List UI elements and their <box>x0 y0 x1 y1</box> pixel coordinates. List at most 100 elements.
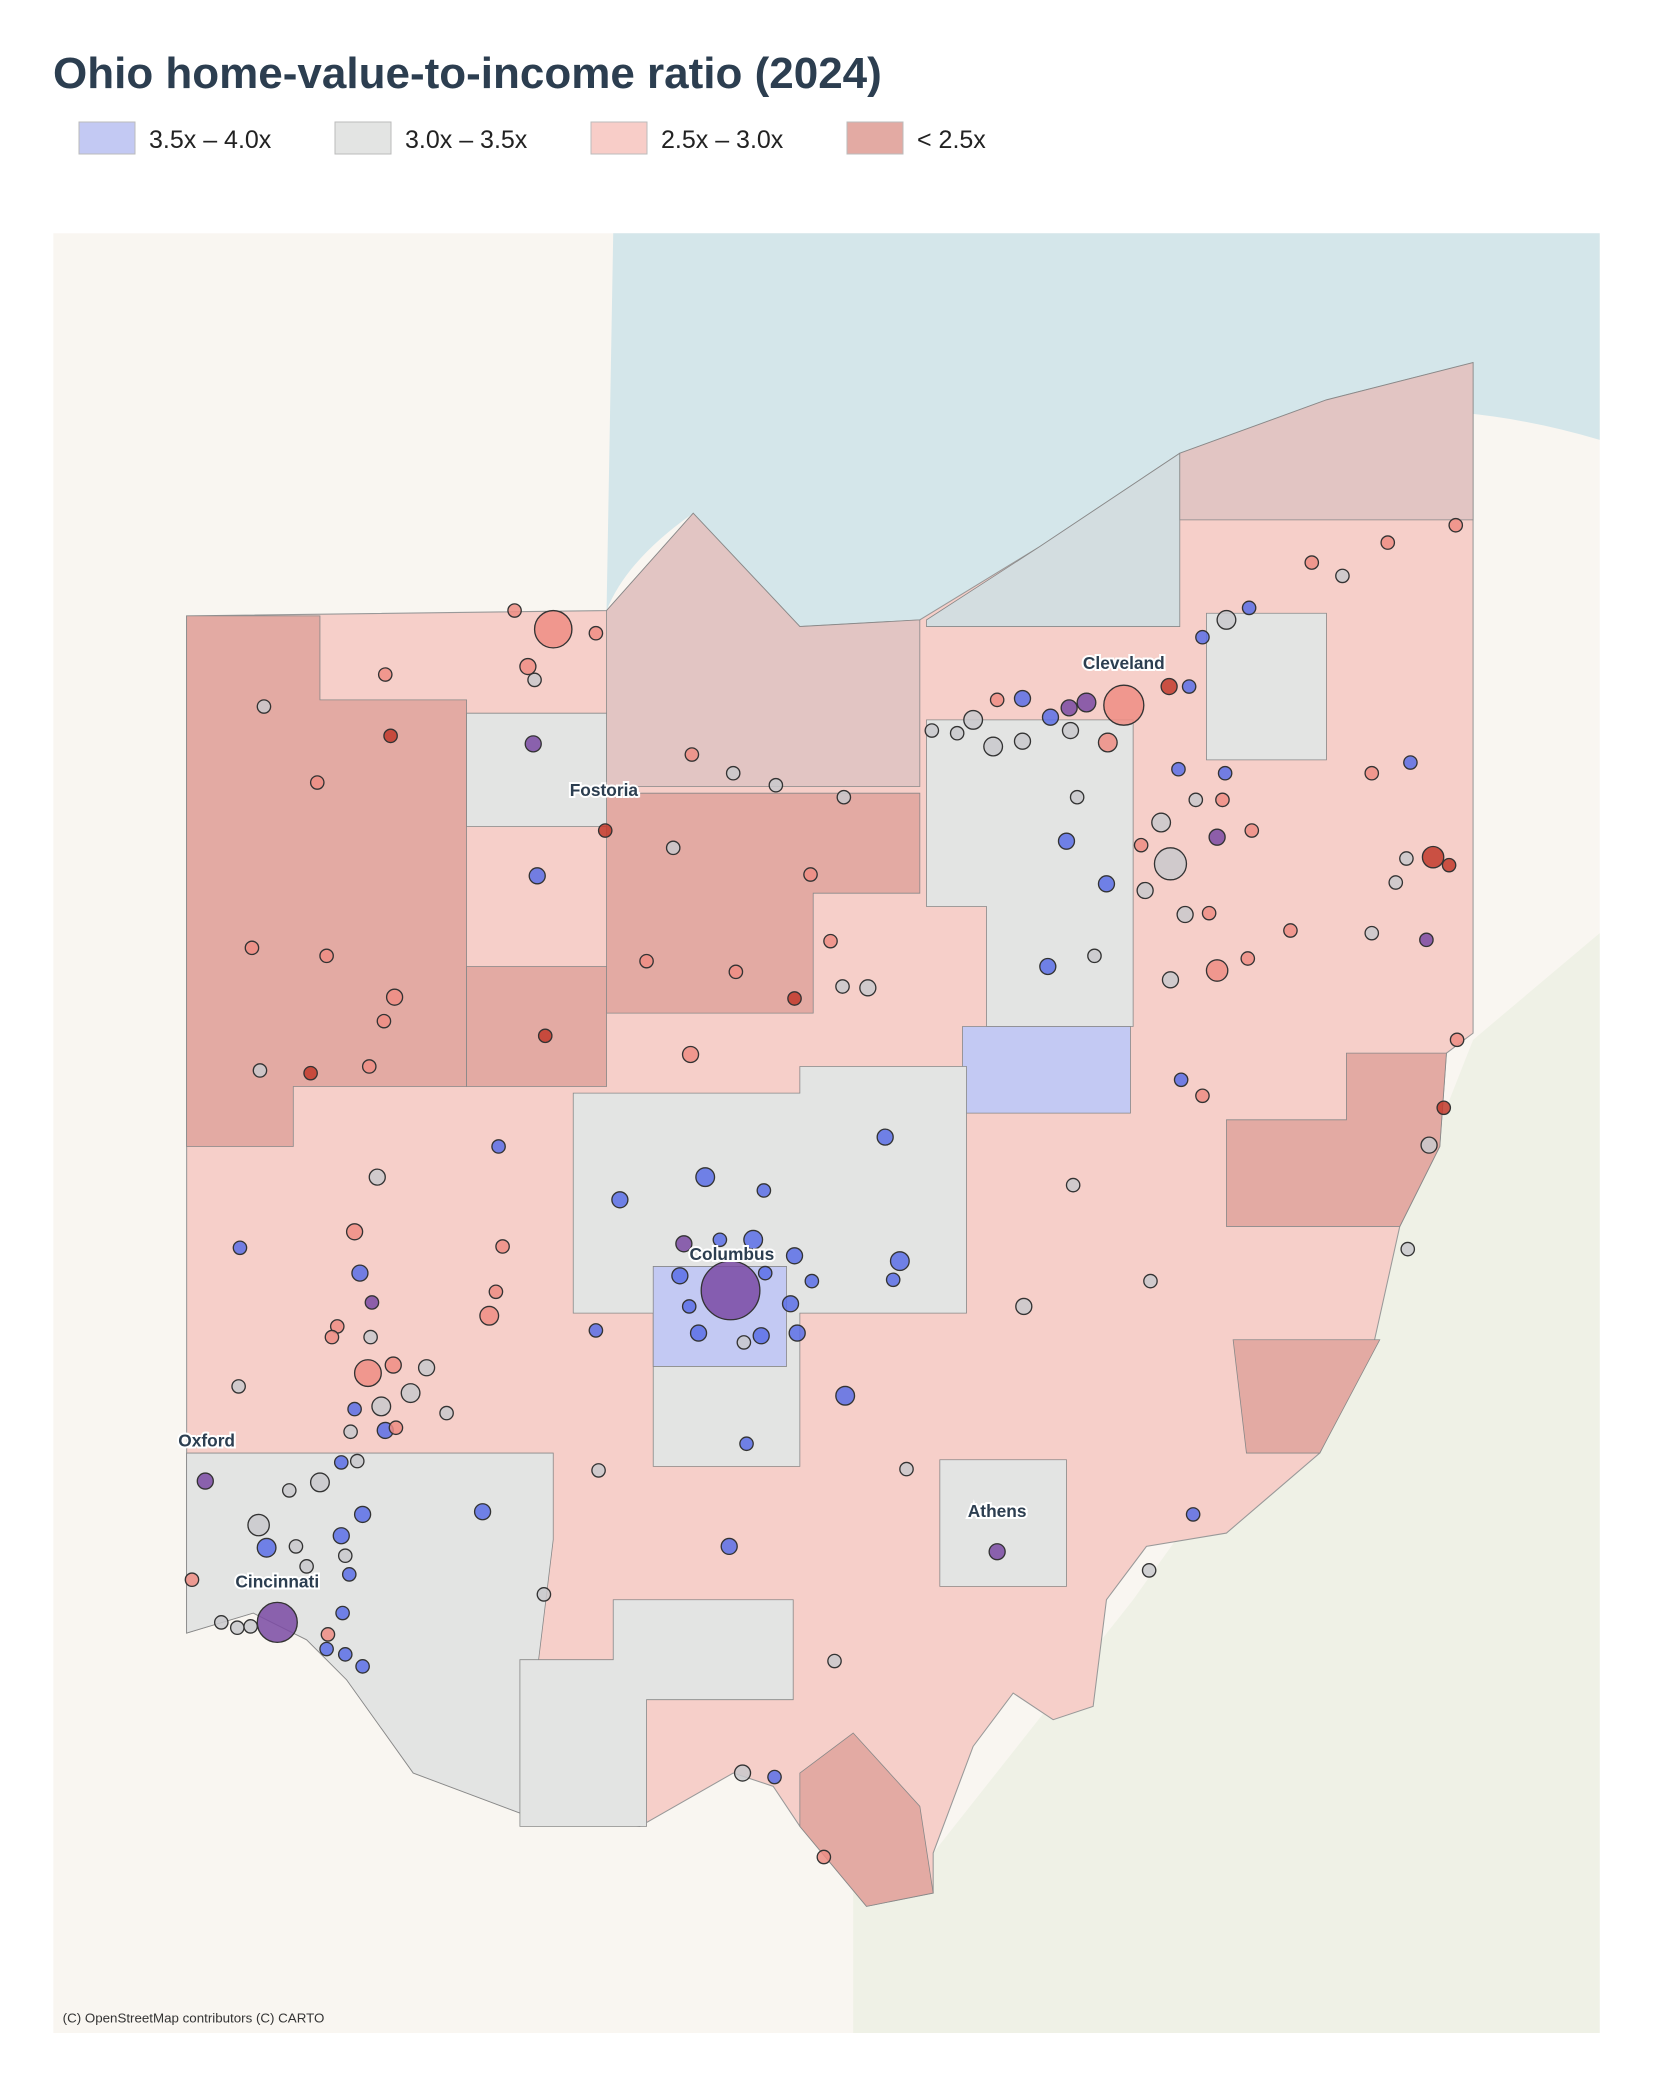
place-marker <box>244 940 260 956</box>
place-marker <box>1195 629 1210 645</box>
place-marker <box>1201 905 1217 921</box>
place-marker <box>989 692 1005 708</box>
regions <box>186 362 1474 1907</box>
place-marker <box>252 1063 268 1078</box>
legend-swatch <box>78 121 136 155</box>
place-marker <box>1448 517 1464 533</box>
place-marker <box>681 1299 697 1314</box>
place-marker <box>309 1472 330 1493</box>
place-marker <box>1181 679 1197 694</box>
place-marker <box>1060 699 1078 717</box>
place-marker <box>1240 951 1256 966</box>
place-marker <box>804 1273 820 1289</box>
place-marker <box>345 1223 364 1241</box>
city-label: Athens <box>968 1501 1027 1521</box>
place-marker <box>341 1567 357 1582</box>
place-marker <box>1388 875 1404 890</box>
place-marker <box>1057 832 1076 850</box>
place-marker <box>384 1356 402 1374</box>
place-marker <box>351 1264 369 1282</box>
place-marker <box>256 1601 298 1644</box>
region-lake-east <box>1179 362 1474 521</box>
place-marker <box>528 867 546 885</box>
place-marker <box>739 1436 754 1452</box>
place-marker <box>1097 732 1118 753</box>
region-low <box>1226 1052 1447 1227</box>
place-marker <box>1141 1563 1157 1578</box>
place-marker <box>1364 765 1380 781</box>
place-marker <box>889 1251 910 1272</box>
place-marker <box>675 1235 693 1253</box>
city-label: Cleveland <box>1083 653 1165 673</box>
place-marker <box>712 1232 728 1248</box>
region-low <box>1232 1339 1381 1454</box>
place-marker <box>1039 957 1057 976</box>
place-marker <box>988 1543 1006 1561</box>
place-marker <box>689 1324 708 1342</box>
place-marker <box>383 728 398 744</box>
place-marker <box>1436 1100 1452 1116</box>
place-marker <box>247 1513 270 1537</box>
place-marker <box>439 1405 454 1421</box>
map: Cleveland Fostoria Columbus Oxford Athens Cin… <box>53 233 1600 2033</box>
place-marker <box>355 1659 370 1674</box>
place-marker <box>229 1620 245 1636</box>
place-marker <box>963 709 984 730</box>
place-marker <box>353 1359 382 1388</box>
place-marker <box>400 1383 421 1404</box>
place-marker <box>767 1769 782 1785</box>
place-marker <box>349 1453 365 1469</box>
place-marker <box>1205 959 1229 982</box>
attribution: (C) OpenStreetMap contributors (C) CARTO <box>63 2010 325 2025</box>
place-marker <box>1241 600 1257 616</box>
region-mid <box>466 712 607 827</box>
place-marker <box>533 609 573 649</box>
place-marker <box>816 1849 832 1865</box>
place-marker <box>728 964 744 980</box>
place-marker <box>1283 923 1298 938</box>
place-marker <box>281 1483 297 1498</box>
place-marker <box>303 1065 318 1081</box>
place-marker <box>347 1401 362 1417</box>
place-marker <box>337 1548 353 1564</box>
place-marker <box>337 1647 353 1662</box>
place-marker <box>1364 925 1380 941</box>
region-lake-grey <box>926 452 1181 627</box>
place-marker <box>1380 535 1396 550</box>
place-marker <box>1208 828 1226 846</box>
place-marker <box>1069 789 1085 805</box>
place-marker <box>1185 1507 1201 1522</box>
place-marker <box>1087 948 1102 964</box>
place-marker <box>184 1572 200 1588</box>
place-marker <box>588 1323 604 1338</box>
place-marker <box>835 1385 856 1406</box>
place-marker <box>1335 568 1350 584</box>
place-marker <box>876 1128 894 1146</box>
legend-swatch <box>846 121 904 155</box>
place-marker <box>1153 847 1188 881</box>
place-marker <box>256 1537 277 1558</box>
place-marker <box>1151 812 1172 833</box>
place-marker <box>479 1305 500 1326</box>
place-marker <box>1103 684 1145 726</box>
place-marker <box>1065 1177 1081 1193</box>
place-marker <box>299 1559 314 1574</box>
legend-swatch <box>590 121 648 155</box>
place-marker <box>495 1239 510 1254</box>
place-marker <box>232 1240 248 1256</box>
place-marker <box>836 789 852 805</box>
place-marker <box>823 933 838 949</box>
place-marker <box>1171 761 1186 777</box>
place-marker <box>377 667 393 682</box>
place-marker <box>1013 689 1032 708</box>
place-marker <box>333 1455 349 1470</box>
place-marker <box>885 1272 901 1288</box>
place-marker <box>725 765 741 781</box>
place-marker <box>536 1587 552 1602</box>
place-marker <box>524 735 542 753</box>
place-marker <box>1217 765 1233 781</box>
place-marker <box>1403 755 1418 770</box>
place-marker <box>319 1641 334 1657</box>
place-marker <box>827 1653 842 1669</box>
